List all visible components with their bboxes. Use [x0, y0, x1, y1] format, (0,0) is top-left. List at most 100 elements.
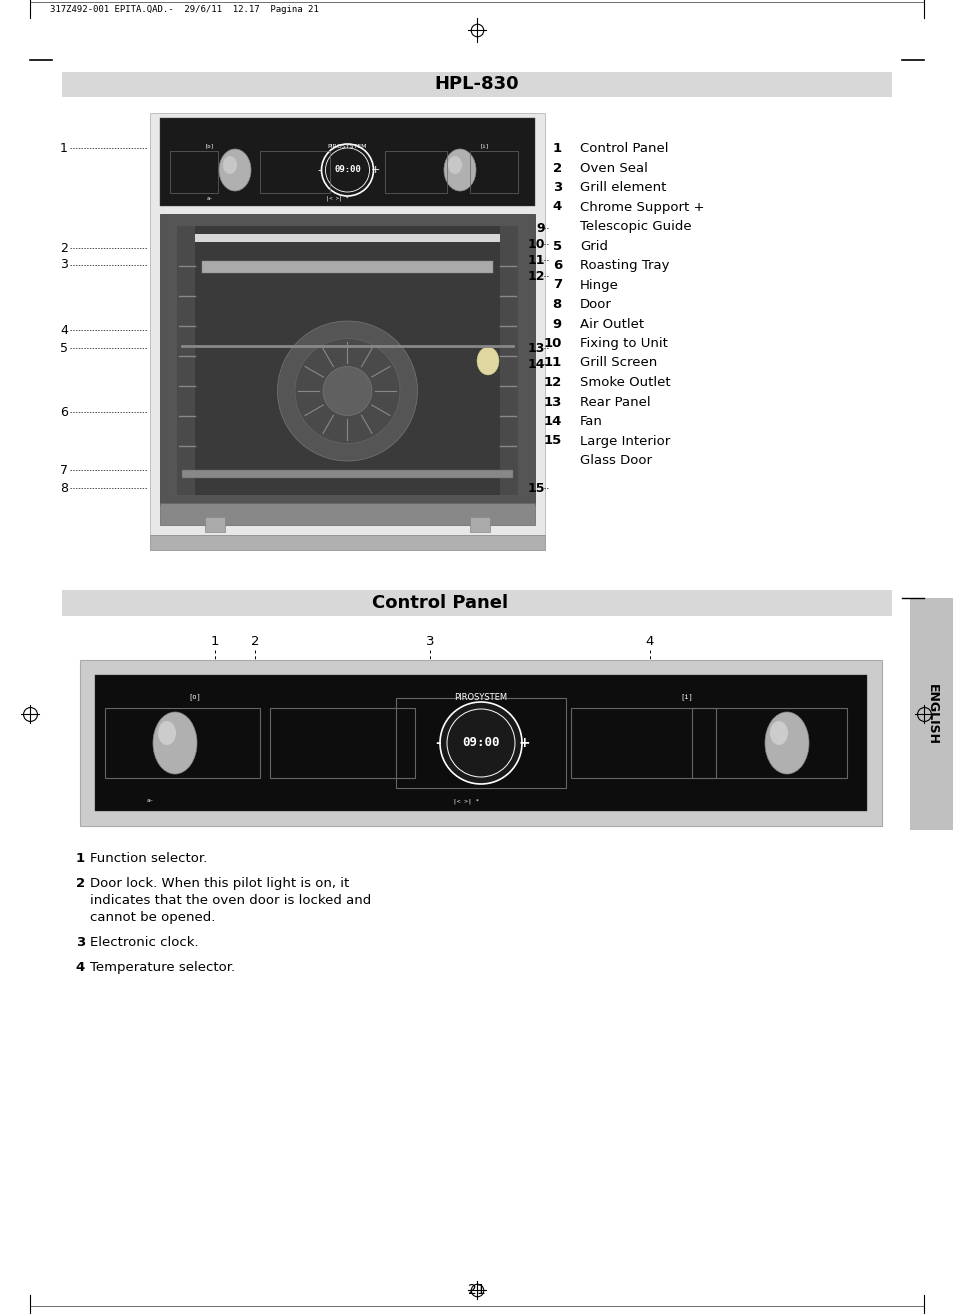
Text: Grid: Grid — [579, 239, 607, 252]
Text: 14: 14 — [527, 357, 544, 371]
Text: 6: 6 — [552, 259, 561, 272]
Text: Fan: Fan — [579, 415, 602, 428]
Text: [o]: [o] — [189, 694, 201, 700]
Text: 9: 9 — [536, 222, 544, 234]
Text: 4: 4 — [645, 635, 654, 648]
Ellipse shape — [321, 145, 374, 196]
Ellipse shape — [764, 712, 808, 774]
Text: 6: 6 — [60, 406, 68, 418]
Text: 1: 1 — [60, 142, 68, 155]
Text: Chrome Support +: Chrome Support + — [579, 201, 703, 213]
Bar — [62, 72, 891, 97]
Text: 09:00: 09:00 — [334, 166, 360, 175]
Text: |< >| *: |< >| * — [326, 196, 349, 201]
Text: 13: 13 — [527, 342, 544, 355]
Text: ENGLISH: ENGLISH — [924, 683, 938, 745]
Text: Door lock. When this pilot light is on, it: Door lock. When this pilot light is on, … — [90, 876, 349, 890]
Text: Door: Door — [579, 298, 611, 311]
Text: a-: a- — [146, 799, 153, 803]
Text: 3: 3 — [60, 259, 68, 272]
Text: 7: 7 — [60, 464, 68, 477]
Bar — [95, 675, 866, 811]
Text: Smoke Outlet: Smoke Outlet — [579, 376, 670, 389]
Text: [i]: [i] — [679, 694, 693, 700]
Text: 21: 21 — [468, 1282, 485, 1297]
Bar — [395, 698, 565, 788]
Text: 10: 10 — [527, 238, 544, 251]
Text: 10: 10 — [543, 336, 561, 350]
Bar — [177, 226, 194, 495]
Text: 5: 5 — [553, 239, 561, 252]
Text: 4: 4 — [552, 201, 561, 213]
Text: PIROSYSTEM: PIROSYSTEM — [328, 143, 367, 148]
Text: cannot be opened.: cannot be opened. — [90, 911, 215, 924]
Bar — [571, 708, 716, 778]
Text: 8: 8 — [60, 481, 68, 494]
Text: 1: 1 — [553, 142, 561, 155]
Text: 1: 1 — [211, 635, 219, 648]
Text: 4: 4 — [60, 323, 68, 336]
Text: Control Panel: Control Panel — [372, 594, 508, 612]
Text: 4: 4 — [75, 961, 85, 974]
Text: [i]: [i] — [479, 143, 489, 148]
Text: HPL-830: HPL-830 — [435, 75, 518, 93]
Text: PIROSYSTEM: PIROSYSTEM — [454, 692, 507, 702]
Bar — [202, 261, 493, 273]
Text: Hinge: Hinge — [579, 279, 618, 292]
Bar — [160, 214, 535, 505]
Text: indicates that the oven door is locked and: indicates that the oven door is locked a… — [90, 894, 371, 907]
Bar — [80, 660, 882, 827]
Text: -: - — [317, 166, 321, 175]
Bar — [182, 470, 513, 478]
Text: 8: 8 — [552, 298, 561, 311]
Text: Large Interior: Large Interior — [579, 435, 670, 448]
Bar — [160, 118, 535, 206]
Bar — [150, 113, 544, 535]
Text: 15: 15 — [527, 481, 544, 494]
Bar — [385, 151, 447, 193]
Bar — [260, 151, 330, 193]
Text: Rear Panel: Rear Panel — [579, 396, 650, 409]
Ellipse shape — [158, 721, 175, 745]
Text: Control Panel: Control Panel — [579, 142, 668, 155]
Bar — [177, 226, 517, 495]
Ellipse shape — [769, 721, 787, 745]
Text: 13: 13 — [543, 396, 561, 409]
Bar — [62, 590, 891, 616]
Text: 12: 12 — [543, 376, 561, 389]
Text: 15: 15 — [543, 435, 561, 448]
Text: Oven Seal: Oven Seal — [579, 162, 647, 175]
Text: 3: 3 — [75, 936, 85, 949]
Bar — [470, 516, 490, 532]
Ellipse shape — [219, 148, 251, 191]
Bar — [150, 535, 544, 551]
Text: 2: 2 — [60, 242, 68, 255]
Text: 3: 3 — [425, 635, 434, 648]
Bar — [470, 151, 517, 193]
Bar — [270, 708, 415, 778]
Text: 3: 3 — [552, 181, 561, 194]
Text: 317Z492-001 EPITA.QAD.-  29/6/11  12.17  Pagina 21: 317Z492-001 EPITA.QAD.- 29/6/11 12.17 Pa… — [50, 5, 318, 14]
Ellipse shape — [223, 156, 236, 173]
Text: 9: 9 — [553, 318, 561, 331]
Text: Air Outlet: Air Outlet — [579, 318, 643, 331]
Text: 11: 11 — [527, 254, 544, 267]
Bar — [205, 516, 225, 532]
Text: Grill Screen: Grill Screen — [579, 356, 657, 369]
Text: 5: 5 — [60, 342, 68, 355]
Text: 2: 2 — [251, 635, 259, 648]
Ellipse shape — [439, 702, 521, 784]
Bar — [909, 598, 953, 830]
Ellipse shape — [277, 321, 417, 461]
Bar — [182, 234, 513, 242]
Bar — [499, 226, 517, 495]
Text: Roasting Tray: Roasting Tray — [579, 259, 669, 272]
Text: +: + — [517, 736, 529, 750]
Text: |< >| *: |< >| * — [453, 798, 478, 804]
Bar — [691, 708, 846, 778]
Text: [o]: [o] — [205, 143, 214, 148]
Text: +: + — [371, 166, 380, 175]
Text: 2: 2 — [553, 162, 561, 175]
Text: Temperature selector.: Temperature selector. — [90, 961, 234, 974]
Text: Glass Door: Glass Door — [579, 455, 651, 466]
